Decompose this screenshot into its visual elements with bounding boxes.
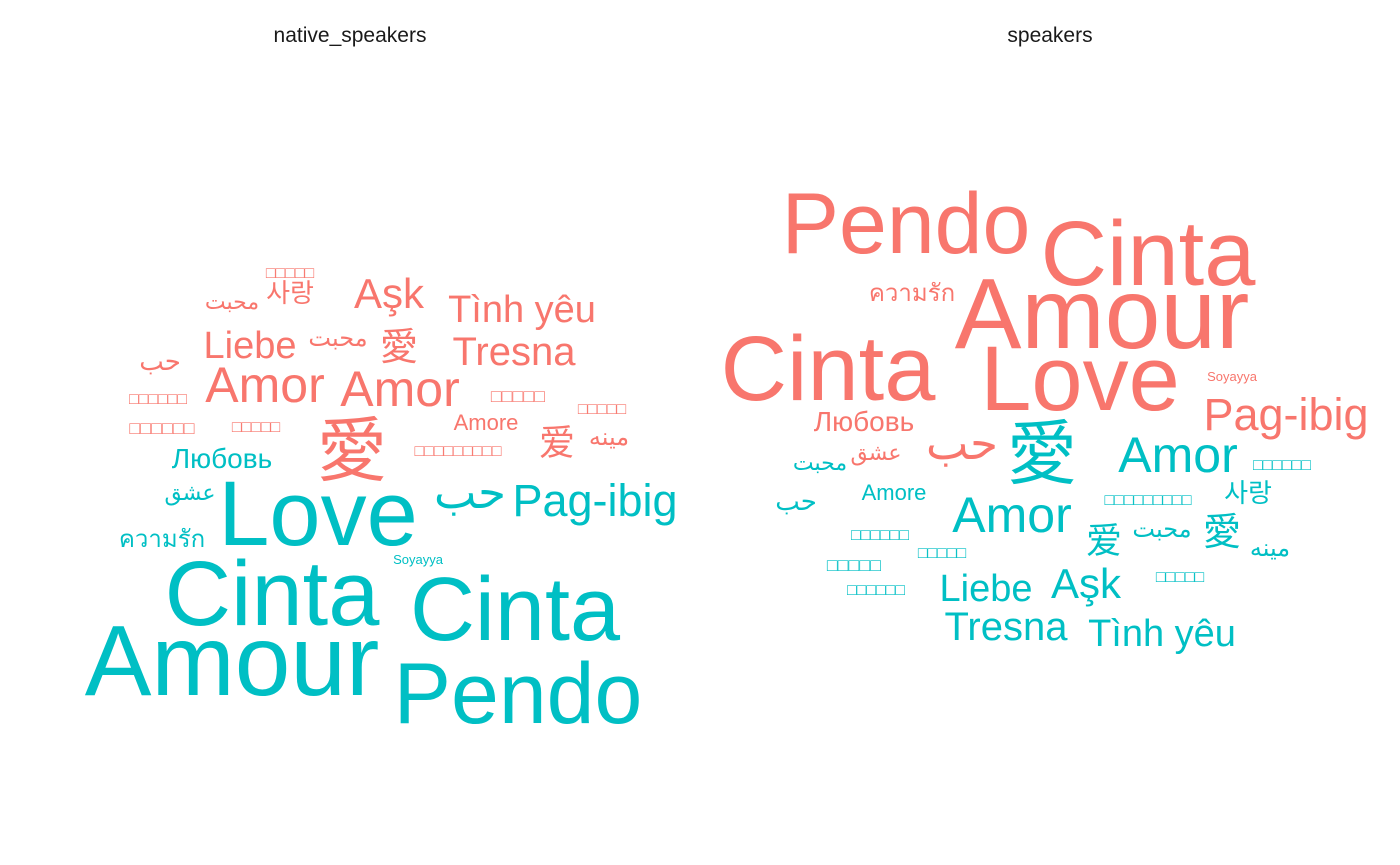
wordcloud-word: Cinta (410, 560, 621, 660)
wordcloud-word: Love (218, 463, 418, 565)
wordcloud-word: Amour (85, 605, 380, 717)
wordcloud-word: Liebe (940, 568, 1033, 610)
wordcloud-word: Pag-ibig (512, 475, 677, 526)
wordcloud-word: حب (926, 418, 998, 469)
wordcloud-word: ความรัก (869, 280, 955, 307)
wordcloud-word: □□□□□□ (847, 582, 905, 599)
wordcloud-word: محبت (308, 325, 367, 352)
wordcloud-word: Tresna (452, 330, 576, 374)
wordcloud-word: محبت (1132, 516, 1191, 543)
wordcloud-word: Tresna (944, 605, 1068, 649)
wordcloud-word: □□□□□ (266, 265, 315, 282)
wordcloud-word: □□□□□ (1156, 569, 1205, 586)
wordcloud-word: 愛 (317, 412, 387, 490)
wordcloud-word: Amour (955, 258, 1250, 370)
wordcloud-word: □□□□□ (827, 555, 881, 575)
wordcloud-word: □□□□□□□□□ (415, 443, 502, 460)
wordcloud-word: □□□□□□ (851, 527, 909, 544)
wordcloud-word: مينه (1250, 535, 1290, 562)
wordcloud-word: Amore (862, 480, 927, 505)
wordcloud-word: عشق (850, 440, 901, 466)
wordcloud-word: Soyayya (393, 552, 444, 567)
wordcloud-word: 愛 (380, 327, 418, 369)
wordcloud-word: محبت (793, 450, 847, 475)
panel-title: speakers (1007, 24, 1093, 47)
wordcloud-word: Aşk (354, 270, 425, 317)
wordcloud-word: Pag-ibig (1203, 389, 1368, 440)
wordcloud-word: □□□□□ (232, 419, 281, 436)
wordcloud-word: Cinta (1041, 203, 1257, 305)
wordcloud-word: 爱 (1086, 520, 1122, 561)
wordcloud-panel-native-speakers: native_speakers Amour Cinta Cinta Pendo Love… (85, 24, 678, 742)
wordcloud-word: Amor (1118, 427, 1237, 483)
wordcloud-panel-speakers: speakers Pendo Cinta Amour Cinta Love Pag-ibi… (700, 0, 1400, 865)
wordcloud-word: عشق (164, 480, 215, 506)
wordcloud-word: □□□□□□□□□ (1105, 492, 1192, 509)
wordcloud-word: Любовь (172, 443, 272, 474)
wordcloud-word: □□□□□ (578, 401, 627, 418)
wordcloud-word: حب (139, 346, 181, 376)
wordcloud-word: Cinta (165, 543, 381, 645)
wordcloud-word: 愛 (1203, 512, 1241, 554)
wordcloud-word: 爱 (539, 422, 575, 463)
wordcloud-word: محبت (205, 289, 259, 314)
wordcloud-word: Amor (340, 361, 459, 417)
wordcloud-word: Aşk (1051, 560, 1122, 607)
wordcloud-word: مينه (589, 424, 629, 451)
wordcloud-word: Liebe (204, 325, 297, 367)
wordcloud-word: حب (434, 467, 506, 518)
wordcloud-word: Amor (952, 487, 1071, 543)
wordcloud-word: Cinta (721, 318, 937, 420)
wordcloud-word: حب (775, 486, 817, 516)
wordcloud-word: Любовь (814, 406, 914, 437)
wordcloud-word: 사랑 (1224, 478, 1272, 508)
wordcloud-word: Tình yêu (448, 289, 596, 331)
wordcloud-word: Pendo (782, 176, 1031, 272)
wordcloud-word: □□□□□ (918, 545, 967, 562)
wordcloud-word: Amore (454, 410, 519, 435)
wordcloud-word: Amor (205, 357, 324, 413)
wordcloud-word: Soyayya (1207, 369, 1258, 384)
wordcloud-word: Love (980, 328, 1180, 430)
wordcloud-word: □□□□□□ (129, 391, 187, 408)
wordcloud-word: Tình yêu (1088, 613, 1236, 655)
wordcloud-word: 사랑 (266, 278, 314, 308)
wordcloud-word: □□□□□□ (129, 418, 194, 438)
wordcloud-word: ความรัก (119, 526, 205, 553)
wordcloud-word: □□□□□ (491, 386, 545, 406)
wordcloud-word: 愛 (1007, 415, 1077, 493)
wordcloud-word: Pendo (394, 646, 643, 742)
wordcloud-word: □□□□□□ (1253, 457, 1311, 474)
panel-title: native_speakers (273, 24, 427, 47)
